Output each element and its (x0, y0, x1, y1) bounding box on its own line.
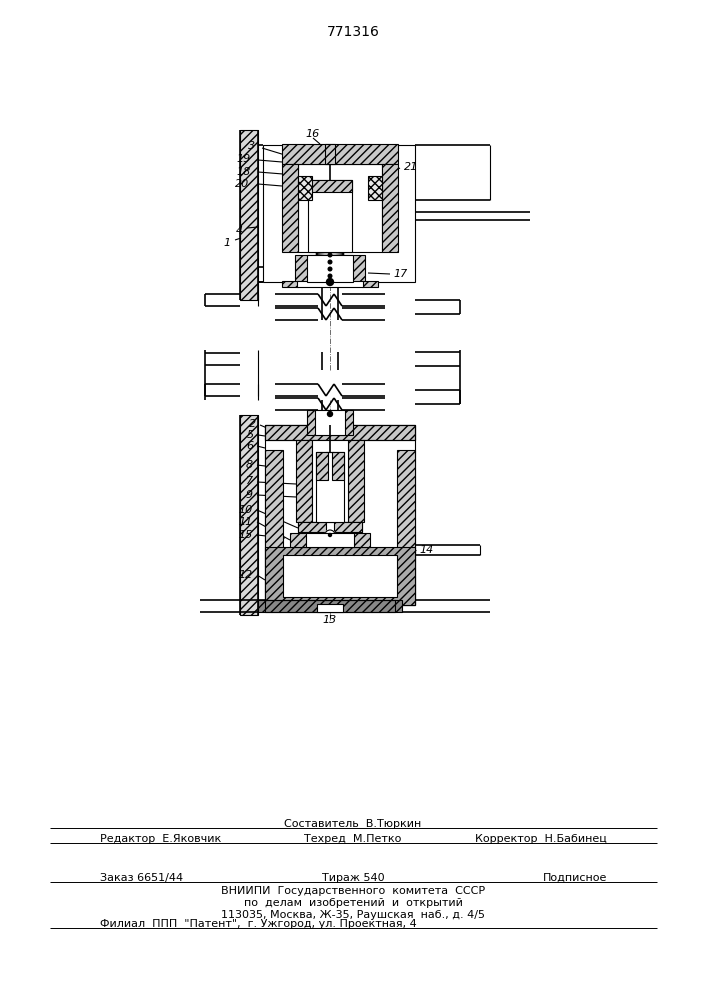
Text: 9: 9 (246, 490, 253, 500)
Bar (316, 452, 328, 480)
Circle shape (328, 260, 332, 264)
Text: 19: 19 (237, 154, 251, 164)
Bar (308, 180, 352, 252)
Text: 13: 13 (323, 615, 337, 625)
Bar (263, 145, 415, 282)
Text: 20: 20 (235, 179, 249, 189)
Bar (282, 164, 298, 252)
Bar (368, 176, 382, 200)
Text: 1: 1 (224, 238, 231, 248)
Bar (362, 281, 378, 287)
Circle shape (327, 278, 334, 286)
Bar (312, 440, 348, 522)
Circle shape (328, 274, 332, 278)
Bar (265, 425, 415, 605)
Text: 14: 14 (419, 545, 433, 555)
Circle shape (328, 267, 332, 271)
Bar (308, 180, 352, 192)
Bar (332, 452, 344, 480)
Text: 10: 10 (239, 505, 253, 515)
Bar (307, 255, 353, 282)
Bar (348, 440, 364, 522)
Text: 6: 6 (246, 441, 253, 451)
Text: 12: 12 (239, 570, 253, 580)
Text: 2: 2 (249, 419, 256, 429)
Text: 21: 21 (404, 162, 419, 172)
Text: 18: 18 (237, 167, 251, 177)
Text: 3: 3 (248, 141, 255, 151)
Text: 15: 15 (239, 530, 253, 540)
Text: ВНИИПИ  Государственного  комитета  СССР: ВНИИПИ Государственного комитета СССР (221, 886, 485, 896)
Circle shape (328, 253, 332, 257)
Circle shape (329, 534, 332, 536)
Bar (265, 425, 415, 440)
Text: 16: 16 (306, 129, 320, 139)
Text: Филиал  ППП  "Патент",  г. Ужгород, ул. Проектная, 4: Филиал ППП "Патент", г. Ужгород, ул. Про… (100, 919, 416, 929)
Bar (325, 144, 335, 164)
Circle shape (325, 530, 335, 540)
Text: Техред  М.Петко: Техред М.Петко (304, 834, 402, 844)
Bar (258, 600, 402, 612)
Bar (307, 410, 353, 435)
Bar (298, 176, 312, 200)
Bar (265, 450, 283, 605)
Text: Редактор  Е.Яковчик: Редактор Е.Яковчик (100, 834, 221, 844)
Bar (290, 533, 370, 547)
Text: Корректор  Н.Бабинец: Корректор Н.Бабинец (475, 834, 607, 844)
Bar (295, 255, 365, 282)
Bar (317, 604, 343, 612)
Bar (282, 144, 398, 164)
Text: 113035, Москва, Ж-35, Раушская  наб., д. 4/5: 113035, Москва, Ж-35, Раушская наб., д. … (221, 910, 485, 920)
Circle shape (327, 412, 332, 416)
Bar (306, 533, 354, 547)
Bar (282, 281, 298, 287)
Bar (265, 547, 415, 605)
Text: 771316: 771316 (327, 25, 380, 39)
Bar (240, 415, 258, 615)
Bar (316, 452, 344, 522)
Text: Подписное: Подписное (543, 873, 607, 883)
Bar (334, 522, 362, 532)
Bar (298, 522, 362, 532)
Bar (298, 164, 382, 252)
Bar (297, 281, 363, 287)
Text: 11: 11 (239, 517, 253, 527)
Bar (298, 522, 326, 532)
Bar (240, 130, 258, 300)
Text: 17: 17 (393, 269, 407, 279)
Bar (315, 410, 345, 435)
Bar (265, 600, 395, 612)
Text: 7: 7 (246, 476, 253, 486)
Bar (283, 555, 397, 597)
Text: 8: 8 (246, 460, 253, 470)
Text: Тираж 540: Тираж 540 (322, 873, 385, 883)
Bar (397, 450, 415, 605)
Text: по  делам  изобретений  и  открытий: по делам изобретений и открытий (244, 898, 462, 908)
Text: Заказ 6651/44: Заказ 6651/44 (100, 873, 183, 883)
Bar (296, 440, 312, 522)
Text: 4: 4 (236, 226, 243, 236)
Text: Составитель  В.Тюркин: Составитель В.Тюркин (284, 819, 421, 829)
Text: 5: 5 (247, 430, 254, 440)
Bar (265, 425, 415, 440)
Bar (382, 164, 398, 252)
